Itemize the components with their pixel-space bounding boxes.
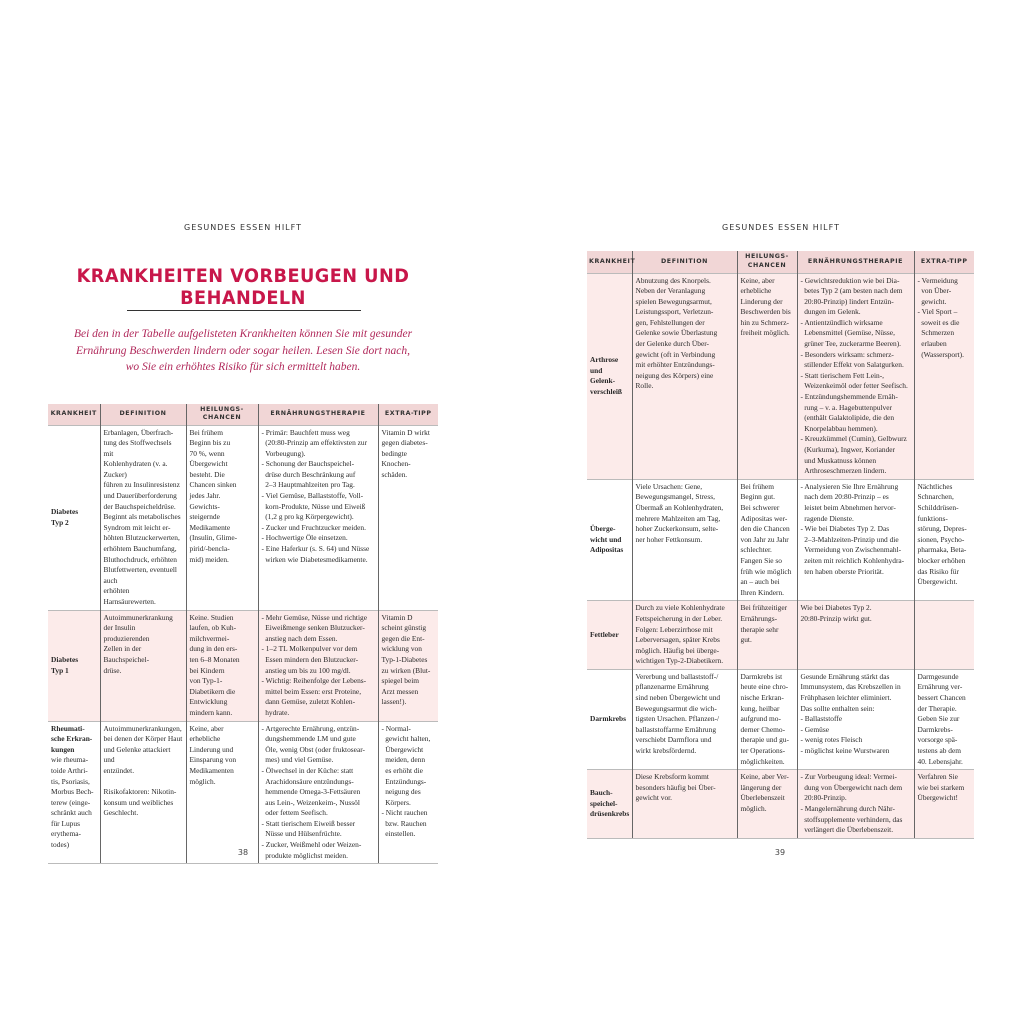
table-header-row: KRANKHEIT DEFINITION HEILUNGS- CHANCEN E…	[48, 404, 438, 425]
disease-name: Diabetes Typ 2	[48, 424, 100, 611]
therapy-cell: - Analysieren Sie Ihre Ernährung nach de…	[796, 478, 914, 601]
table-row: Diabetes Typ 2 Erbanlagen, Überfrach- tu…	[48, 424, 438, 611]
chances-cell: Keine, aber erhebliche Linderung und Ein…	[185, 720, 258, 865]
chances-cell: Bei frühzeitiger Ernährungs- therapie se…	[736, 600, 797, 670]
header-therapie: ERNÄHRUNGSTHERAPIE	[257, 404, 378, 425]
disease-subtext: wie rheuma- toide Arthri- tis, Psoriasis…	[51, 755, 94, 850]
therapy-cell: - Gewichtsreduktion wie bei Dia- betes T…	[796, 272, 914, 480]
chances-cell: Bei frühem Beginn bis zu 70 %, wenn Über…	[185, 424, 258, 611]
disease-name: Rheumati- sche Erkran- kungen	[51, 723, 93, 754]
therapy-cell: Gesunde Ernährung stärkt das Immunsystem…	[796, 668, 914, 770]
table-header-row: KRANKHEIT DEFINITION HEILUNGS- CHANCEN E…	[587, 251, 974, 273]
tip-cell	[913, 600, 974, 670]
intro-text: Bei den in der Tabelle aufgelisteten Kra…	[73, 328, 413, 373]
therapy-cell: - Artgerechte Ernährung, entzün- dungshe…	[257, 720, 378, 865]
tip-cell: Darmgesunde Ernährung ver- bessert Chanc…	[913, 668, 974, 770]
disease-name: Fettleber	[587, 600, 632, 670]
definition-cell: Erbanlagen, Überfrach- tung des Stoffwec…	[99, 424, 186, 611]
table-row: Rheumati- sche Erkran- kungen wie rheuma-…	[48, 720, 438, 865]
definition-cell: Vererbung und ballaststoff-/ pflanzenarm…	[631, 668, 737, 770]
page-number: 38	[237, 848, 249, 857]
tip-cell: Vitamin D wirkt gegen diabetes- bedingte…	[377, 424, 438, 611]
table-row: Arthrose und Gelenk- verschleiß Abnutzun…	[587, 272, 974, 480]
disease-name: Arthrose und Gelenk- verschleiß	[587, 272, 632, 480]
header-definition: DEFINITION	[99, 404, 186, 425]
disease-name: Überge- wicht und Adipositas	[587, 478, 632, 601]
definition-cell: Diese Krebsform kommt besonders häufig b…	[631, 769, 737, 839]
disease-name: Darmkrebs	[587, 668, 632, 770]
table-row: Diabetes Typ 1 Autoimmunerkrankung der I…	[48, 609, 438, 722]
table-row: Überge- wicht und Adipositas Viele Ursac…	[587, 478, 974, 601]
tip-cell: - Normal- gewicht halten, Übergewicht me…	[377, 720, 438, 865]
therapy-cell: Wie bei Diabetes Typ 2. 20:80-Prinzip wi…	[796, 600, 914, 670]
definition-cell: Viele Ursachen: Gene, Bewegungsmangel, S…	[631, 478, 737, 601]
header-tipp: EXTRA-TIPP	[377, 404, 438, 425]
chances-cell: Bei frühem Beginn gut. Bei schwerer Adip…	[736, 478, 797, 601]
chances-cell: Keine, aber Ver- längerung der Überleben…	[736, 769, 797, 839]
header-tipp: EXTRA-TIPP	[913, 251, 974, 273]
therapy-cell: - Zur Vorbeugung ideal: Vermei- dung von…	[796, 769, 914, 839]
chances-cell: Darmkrebs ist heute eine chro- nische Er…	[736, 668, 797, 770]
table-row: Bauch- speichel- drüsenkrebs Diese Krebs…	[587, 769, 974, 839]
definition-cell: Autoimmunerkrankungen, bei denen der Kör…	[99, 720, 186, 865]
disease-table-left: KRANKHEIT DEFINITION HEILUNGS- CHANCEN E…	[48, 404, 438, 865]
chances-cell: Keine, aber erhebliche Linderung der Bes…	[736, 272, 797, 480]
header-chancen: HEILUNGS- CHANCEN	[185, 404, 258, 425]
chances-cell: Keine. Studien laufen, ob Kuh- milchverm…	[185, 609, 258, 722]
disease-table-right: KRANKHEIT DEFINITION HEILUNGS- CHANCEN E…	[587, 251, 974, 839]
disease-name: Diabetes Typ 1	[48, 609, 100, 722]
page-title: KRANKHEITEN VORBEUGEN UND BEHANDELN	[76, 265, 410, 309]
tip-cell: - Vermeidung von Über- gewicht. - Viel S…	[913, 272, 974, 480]
therapy-cell: - Primär: Bauchfett muss weg (20:80-Prin…	[257, 424, 378, 611]
table-row: Darmkrebs Vererbung und ballaststoff-/ p…	[587, 668, 974, 770]
table-row: Fettleber Durch zu viele Kohlenhydrate F…	[587, 600, 974, 670]
title-divider	[127, 310, 361, 311]
header-definition: DEFINITION	[631, 251, 737, 273]
header-chancen: HEILUNGS- CHANCEN	[736, 251, 797, 273]
running-head: GESUNDES ESSEN HILFT	[184, 223, 302, 232]
header-krankheit: KRANKHEIT	[48, 404, 100, 425]
definition-cell: Durch zu viele Kohlenhydrate Fettspeiche…	[631, 600, 737, 670]
definition-cell: Autoimmunerkrankung der Insulin produzie…	[99, 609, 186, 722]
definition-cell: Abnutzung des Knorpels. Neben der Veranl…	[631, 272, 737, 480]
header-krankheit: KRANKHEIT	[587, 251, 635, 273]
tip-cell: Verfahren Sie wie bei starkem Übergewich…	[913, 769, 974, 839]
tip-cell: Nächtliches Schnarchen, Schilddrüsen- fu…	[913, 478, 974, 601]
page-number: 39	[774, 848, 786, 857]
running-head: GESUNDES ESSEN HILFT	[722, 223, 840, 232]
therapy-cell: - Mehr Gemüse, Nüsse und richtige Eiweiß…	[257, 609, 378, 722]
header-therapie: ERNÄHRUNGSTHERAPIE	[796, 251, 914, 273]
disease-name: Bauch- speichel- drüsenkrebs	[587, 769, 632, 839]
tip-cell: Vitamin D scheint günstig gegen die Ent-…	[377, 609, 438, 722]
